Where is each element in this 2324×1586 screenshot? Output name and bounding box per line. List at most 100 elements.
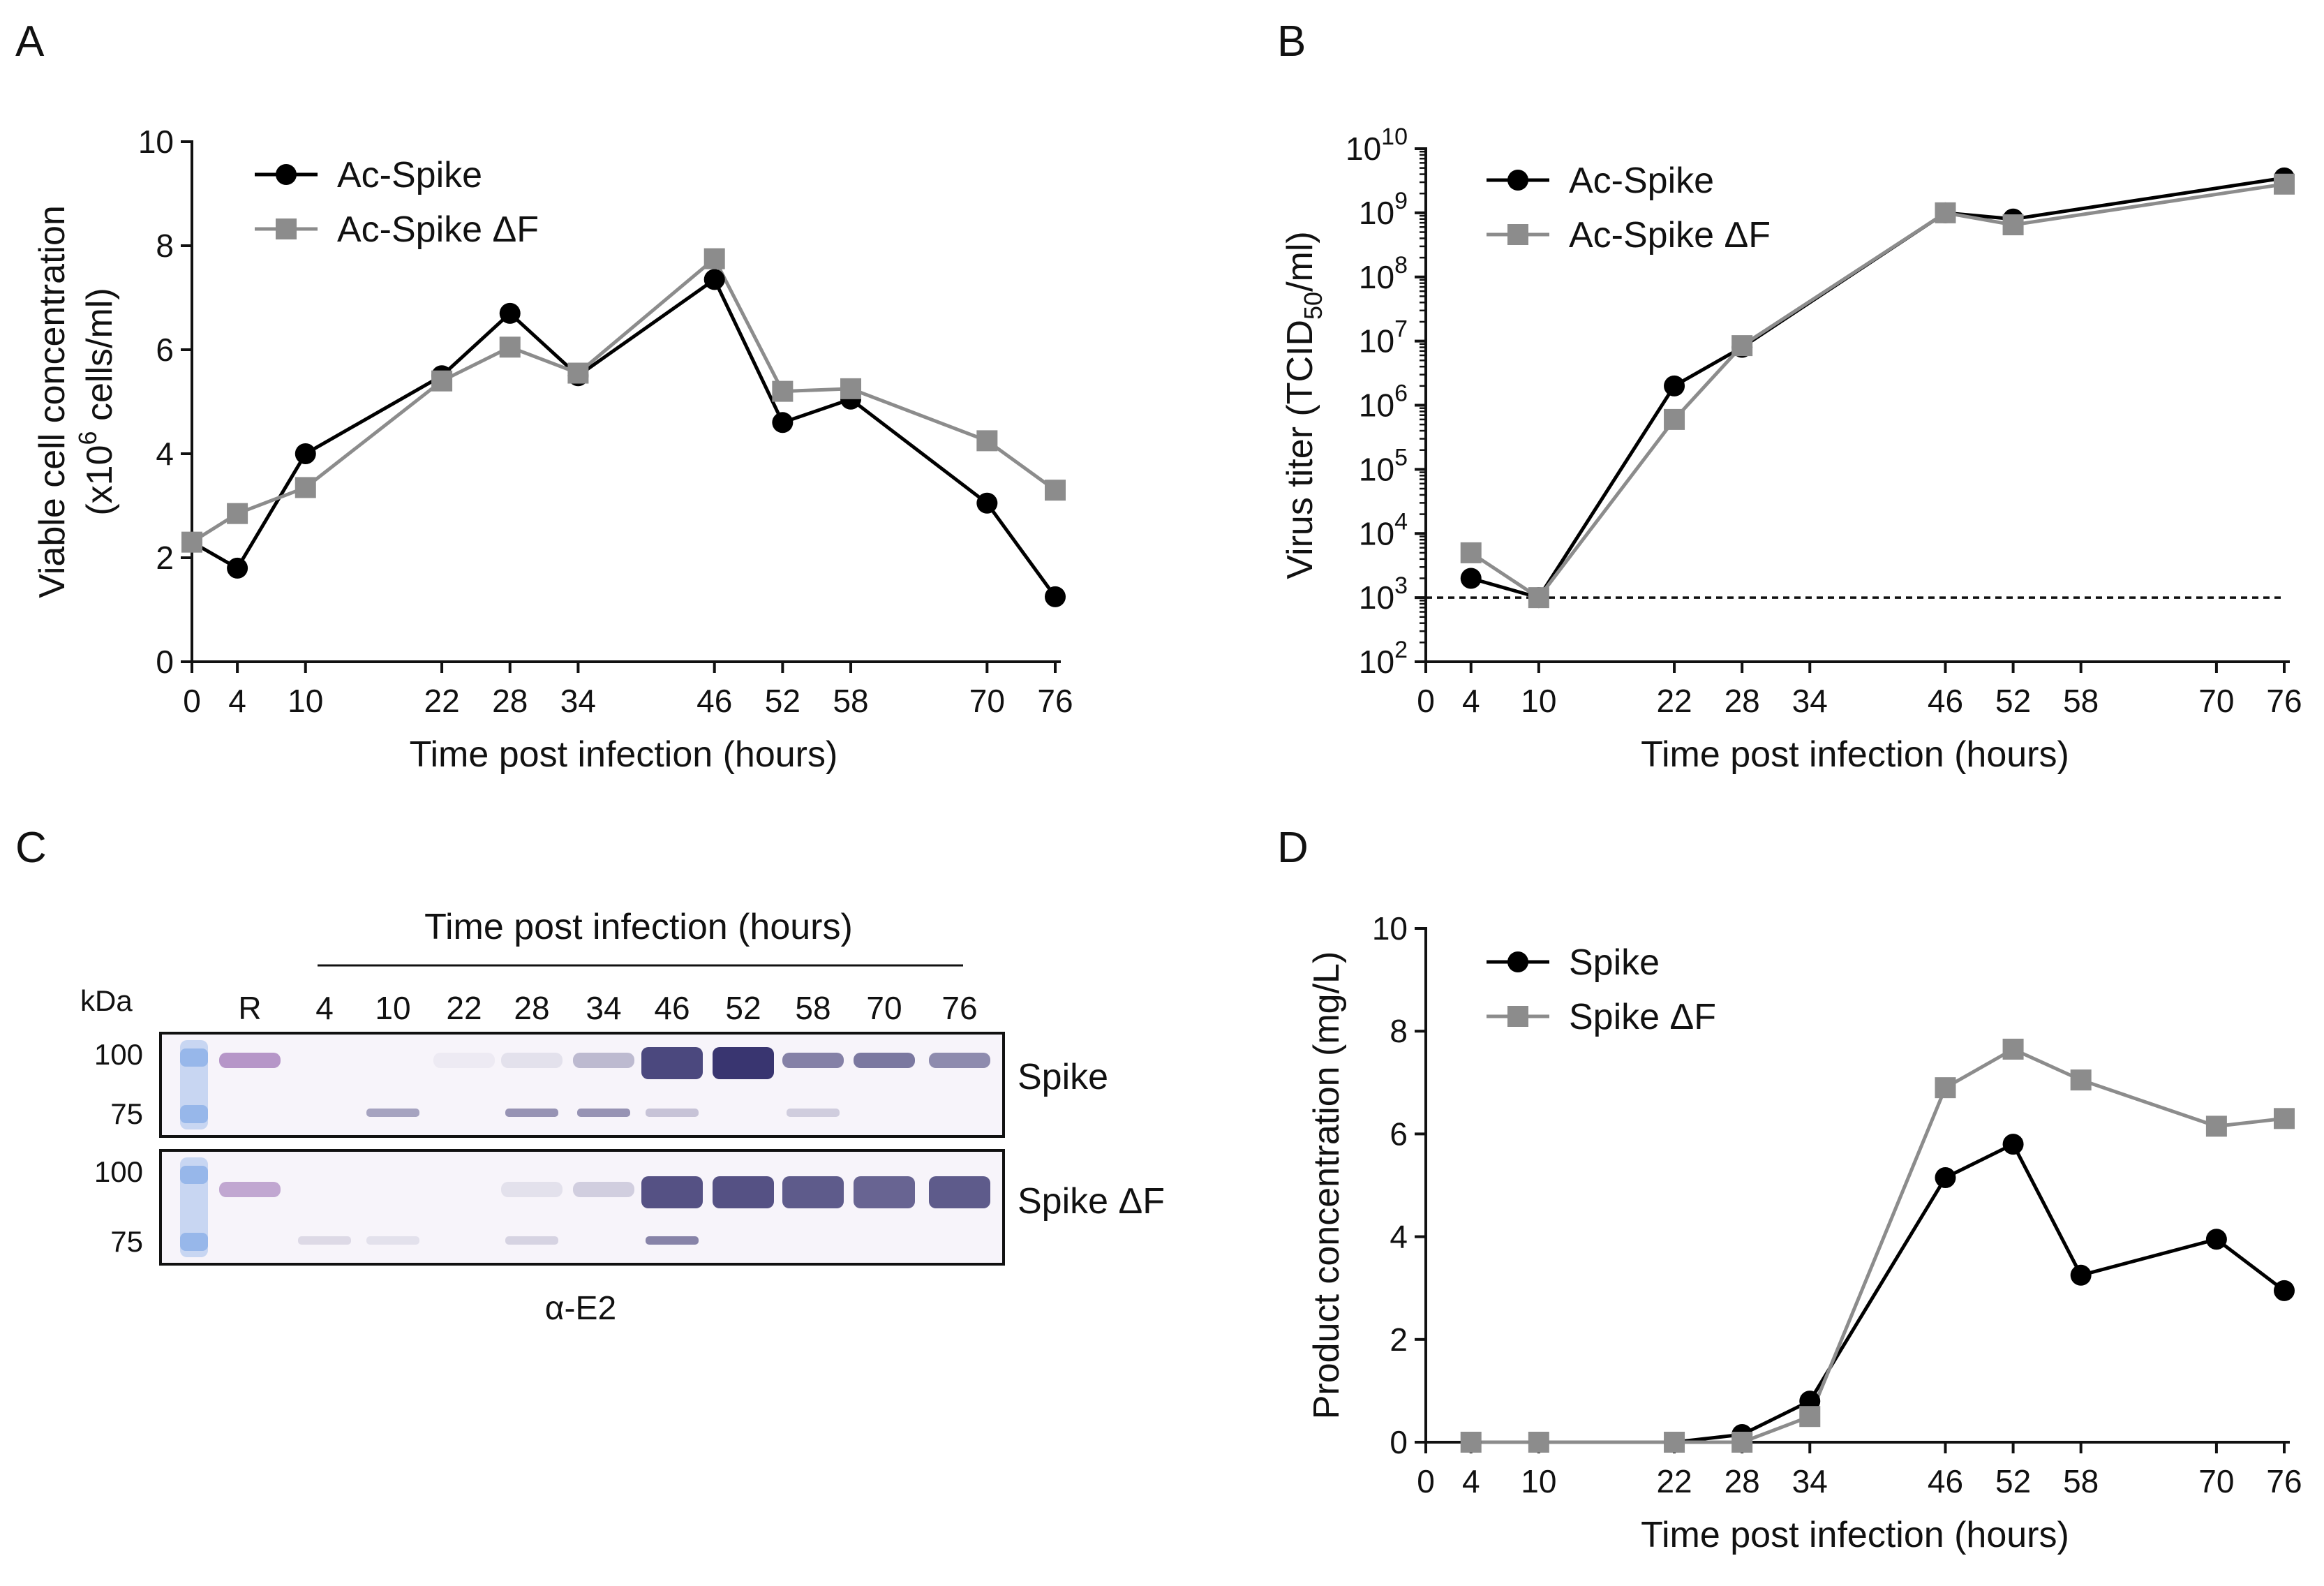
data-point-square	[2274, 173, 2295, 195]
data-point-circle	[2205, 1229, 2227, 1250]
series-line-gray	[1470, 1047, 2285, 1444]
data-point-square	[2205, 1116, 2227, 1137]
y-tick-label: 109	[1359, 188, 1408, 231]
data-point-square	[2002, 214, 2024, 236]
lane-label: 46	[654, 990, 690, 1026]
legend-label: Ac-Spike ΔF	[1569, 215, 1771, 255]
ladder-band	[180, 1105, 208, 1123]
y-tick-label: 102	[1359, 637, 1408, 680]
y-tick-label: 1010	[1346, 124, 1408, 167]
protein-band	[641, 1047, 703, 1079]
lane-label: 34	[586, 990, 621, 1026]
legend-marker-square	[1507, 1006, 1528, 1027]
y-tick-label: 10	[138, 124, 174, 160]
lane-label: R	[238, 990, 261, 1026]
y-tick-label: 108	[1359, 252, 1408, 295]
data-point-square	[1528, 587, 1549, 609]
data-point-circle	[1935, 1166, 1956, 1188]
x-tick-label: 28	[1725, 683, 1760, 719]
x-tick-label: 0	[183, 683, 201, 719]
panel-label: D	[1277, 824, 1309, 872]
data-point-square	[1664, 408, 1685, 430]
x-tick-label: 22	[1656, 683, 1692, 719]
data-point-square	[703, 248, 725, 269]
series-line-gray	[191, 255, 1057, 544]
x-tick-label: 28	[1725, 1463, 1760, 1499]
x-tick-label: 52	[765, 683, 800, 719]
ladder-band	[180, 1166, 208, 1184]
x-tick-label: 10	[1521, 1463, 1556, 1499]
lane-label: 58	[795, 990, 830, 1026]
data-point-square	[2070, 1069, 2092, 1091]
data-point-square	[1460, 1432, 1482, 1453]
data-point-square	[772, 380, 794, 402]
protein-band-lower	[505, 1109, 558, 1117]
mw-marker-label: 75	[110, 1225, 143, 1258]
y-tick-label: 2	[1390, 1321, 1408, 1358]
data-point-circle	[1664, 375, 1685, 396]
x-tick-label: 10	[288, 683, 323, 719]
protein-band	[501, 1182, 563, 1197]
data-point-circle	[2002, 1134, 2024, 1155]
ladder-band	[180, 1048, 208, 1067]
x-tick-label: 0	[1417, 1463, 1435, 1499]
x-tick-label: 34	[1792, 1463, 1828, 1499]
y-tick-label: 8	[156, 228, 174, 264]
lane-label: 28	[514, 990, 549, 1026]
protein-band-lower	[787, 1109, 840, 1117]
data-point-square	[1528, 1432, 1549, 1453]
x-tick-label: 70	[2198, 1463, 2234, 1499]
data-point-circle	[227, 557, 248, 579]
x-tick-label: 76	[2266, 683, 2302, 719]
x-axis-label: Time post infection (hours)	[1641, 1515, 2069, 1555]
data-point-circle	[2274, 1280, 2295, 1301]
legend-label: Ac-Spike ΔF	[337, 209, 539, 250]
data-point-circle	[499, 302, 521, 324]
panel-label: B	[1277, 17, 1306, 66]
antibody-label: α-E2	[545, 1290, 616, 1327]
legend-marker-square	[1507, 224, 1528, 245]
mw-marker-label: 100	[94, 1155, 143, 1188]
protein-band	[573, 1053, 634, 1068]
y-tick-label: 4	[1390, 1219, 1408, 1255]
y-axis-label: Product concentration (mg/L)	[1306, 951, 1347, 1420]
data-point-square	[1731, 335, 1753, 357]
protein-band	[929, 1053, 990, 1068]
x-tick-label: 58	[833, 683, 868, 719]
protein-band	[782, 1176, 844, 1208]
legend-marker-circle	[276, 164, 297, 185]
kda-label: kDa	[80, 984, 133, 1017]
y-tick-label: 2	[156, 540, 174, 576]
x-tick-label: 4	[228, 683, 246, 719]
data-point-square	[227, 503, 248, 524]
legend-label: Spike	[1569, 942, 1660, 983]
x-tick-label: 76	[1037, 683, 1073, 719]
x-axis-label: Time post infection (hours)	[1641, 734, 2069, 775]
y-axis-label: Viable cell concentration	[32, 205, 73, 598]
data-point-circle	[1045, 586, 1066, 607]
y-tick-label: 104	[1359, 508, 1408, 551]
protein-band	[854, 1053, 915, 1068]
y-tick-label: 6	[156, 332, 174, 368]
y-tick-label: 107	[1359, 316, 1408, 360]
lane-label: 70	[866, 990, 902, 1026]
x-tick-label: 22	[1656, 1463, 1692, 1499]
data-point-circle	[772, 412, 794, 433]
lane-label: 4	[315, 990, 334, 1026]
lane-label: 22	[446, 990, 482, 1026]
x-tick-label: 70	[969, 683, 1005, 719]
legend-label: Ac-Spike	[337, 155, 482, 195]
data-point-square	[1935, 202, 1956, 223]
ladder-band	[180, 1233, 208, 1251]
data-point-square	[840, 378, 862, 399]
legend-label: Ac-Spike	[1569, 161, 1714, 201]
protein-band	[219, 1182, 281, 1197]
data-point-circle	[703, 269, 725, 290]
x-tick-label: 52	[1995, 1463, 2031, 1499]
lane-label: 52	[725, 990, 761, 1026]
protein-band	[713, 1047, 774, 1079]
protein-band	[501, 1053, 563, 1068]
